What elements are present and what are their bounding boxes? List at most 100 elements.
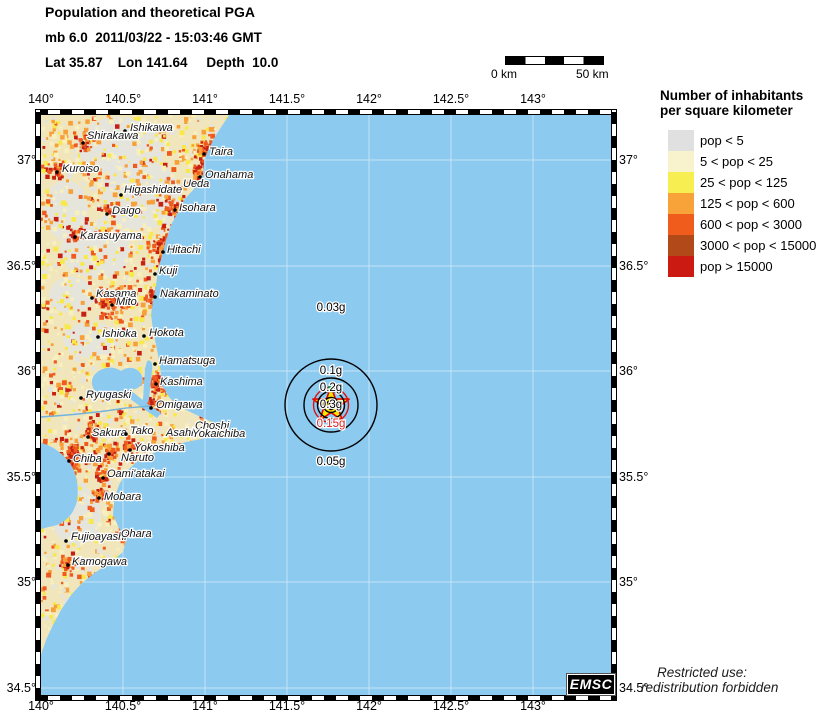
city-dot: [153, 295, 157, 299]
legend-swatch: [668, 214, 694, 235]
pga-contour-label: 0.3g: [320, 399, 342, 411]
lat-tick-left: 34.5°: [6, 681, 36, 695]
map-frame-left: [35, 109, 41, 701]
emsc-logo: EMSC: [567, 674, 615, 695]
pga-contour-circle: [328, 402, 334, 408]
pga-contour-labels: 0.03g 0.05g 0.1g 0.15g 0.2g 0.3g: [315, 301, 346, 470]
city-dot: [101, 476, 105, 480]
legend-label: pop > 15000: [700, 259, 773, 274]
city-dot: [55, 170, 59, 174]
population-pga-map: 0.03g 0.05g 0.1g 0.15g 0.2g 0.3g IshikawaShira…: [41, 115, 611, 695]
legend-label: pop < 5: [700, 133, 744, 148]
map-scale-bar: [505, 56, 604, 65]
city-label: Yokaichiba: [192, 428, 245, 440]
tokyo-bay: [41, 443, 78, 529]
station-triangle-icon: [326, 382, 336, 390]
city-dot: [97, 496, 101, 500]
city-dot: [142, 334, 146, 338]
city-dot: [153, 362, 157, 366]
city-label: Hamatsuga: [159, 355, 215, 367]
pga-contour-circle: [322, 396, 340, 414]
city-dot: [86, 435, 90, 439]
pga-contour-label: 0.15g: [317, 418, 346, 430]
city-label: Taira: [209, 146, 233, 158]
city-dot: [90, 296, 94, 300]
lake-kitaura: [143, 360, 153, 404]
pga-contour-circle: [284, 358, 378, 452]
restricted-use-notice: Restricted use: redistribution forbidden: [641, 665, 824, 695]
lat-tick-left: 36°: [17, 364, 36, 378]
city-label: Omigawa: [156, 399, 202, 411]
city-dot: [119, 193, 123, 197]
legend-title-line1: Number of inhabitants: [660, 88, 804, 103]
city-label: Asahi: [165, 427, 194, 439]
pga-contour-label: 0.03g: [317, 302, 346, 314]
event-coordinates-depth: Lat 35.87 Lon 141.64 Depth 10.0: [45, 55, 279, 70]
city-label: Higashidate: [124, 184, 182, 196]
city-label: Karasuyama: [80, 230, 142, 242]
pga-contour-label: 0.1g: [320, 365, 342, 377]
city-dot: [79, 396, 83, 400]
legend-title-line2: per square kilometer: [660, 103, 793, 118]
city-dot: [123, 129, 127, 133]
city-label: Tako: [130, 425, 153, 437]
pga-contour-label: 0.05g: [317, 456, 346, 468]
city-label: Ishioka: [102, 328, 137, 340]
city-label: Sakura: [92, 427, 127, 439]
city-dot: [67, 459, 71, 463]
city-dot: [66, 563, 70, 567]
lon-tick-top: 142°: [356, 92, 382, 106]
lon-tick-top: 143°: [520, 92, 546, 106]
lon-tick-bottom: 143°: [520, 699, 546, 713]
lat-tick-right: 35.5°: [619, 470, 649, 484]
legend-swatch: [668, 193, 694, 214]
city-label: Daigo: [112, 205, 141, 217]
city-dot: [161, 250, 165, 254]
city-dot: [154, 382, 158, 386]
lon-tick-bottom: 141.5°: [268, 699, 306, 713]
lon-tick-top: 140.5°: [104, 92, 142, 106]
scale-bar-max-label: 50 km: [576, 67, 609, 81]
city-label: Ueda: [183, 178, 209, 190]
lon-tick-top: 140°: [28, 92, 54, 106]
legend-swatch: [668, 130, 694, 151]
city-dot: [107, 452, 111, 456]
city-label: Mito: [116, 296, 137, 308]
city-label: Yokoshiba: [134, 442, 185, 454]
restricted-use-line1: Restricted use:: [657, 665, 748, 680]
lat-tick-right: 34.5°: [619, 681, 649, 695]
city-label: Onahama: [205, 169, 253, 181]
scale-bar-zero-label: 0 km: [491, 67, 518, 81]
page-title: Population and theoretical PGA: [45, 4, 256, 20]
city-label: Mobara: [104, 491, 141, 503]
city-label: Fujioayashi: [71, 531, 127, 543]
legend-swatch: [668, 172, 694, 193]
legend-label: 3000 < pop < 15000: [700, 238, 817, 253]
lon-tick-bottom: 140°: [28, 699, 54, 713]
lon-tick-bottom: 142.5°: [432, 699, 470, 713]
legend-label: 600 < pop < 3000: [700, 217, 802, 232]
city-dot: [187, 433, 191, 437]
city-label: Ishikawa: [130, 122, 173, 134]
tone-river: [41, 405, 152, 418]
lat-tick-left: 36.5°: [6, 259, 36, 273]
pga-contour-circle: [325, 399, 337, 411]
lat-tick-right: 37°: [619, 153, 638, 167]
lat-tick-right: 36°: [619, 364, 638, 378]
city-label: Ohara: [121, 528, 152, 540]
pga-contours-inner: [312, 382, 350, 424]
city-label: Kashima: [160, 376, 203, 388]
map-frame-right: [611, 109, 617, 701]
city-label: Hokota: [149, 327, 184, 339]
city-label: Kuji: [159, 265, 178, 277]
restricted-use-line2: redistribution forbidden: [641, 680, 779, 695]
legend-label: 25 < pop < 125: [700, 175, 788, 190]
lat-tick-left: 35°: [17, 575, 36, 589]
legend-swatch: [668, 151, 694, 172]
graticule: [41, 115, 611, 695]
pga-contour-label: 0.2g: [320, 382, 342, 394]
lon-tick-top: 141.5°: [268, 92, 306, 106]
legend-swatch: [668, 235, 694, 256]
legend-label: 5 < pop < 25: [700, 154, 774, 169]
city-dot: [198, 175, 202, 179]
